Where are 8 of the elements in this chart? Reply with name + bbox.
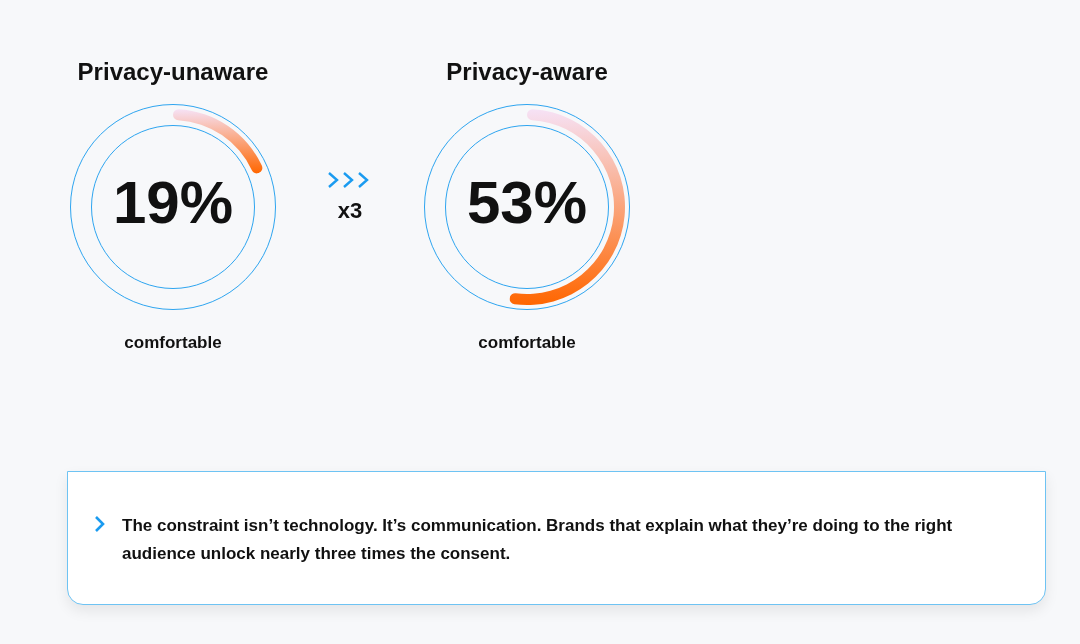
text: x3 [336, 198, 364, 224]
text: comfortable [124, 333, 222, 352]
chart-title: Privacy-unaware [77, 57, 269, 85]
text: 19% [112, 168, 234, 236]
text: comfortable [478, 333, 576, 352]
text: The constraint isn’t technology. It’s communication. Brands that explain what they’re doing to the right audience unlock nearly three times the consent. [122, 515, 954, 565]
text: 53% [466, 168, 588, 236]
chart-title: Privacy-aware [446, 57, 608, 85]
